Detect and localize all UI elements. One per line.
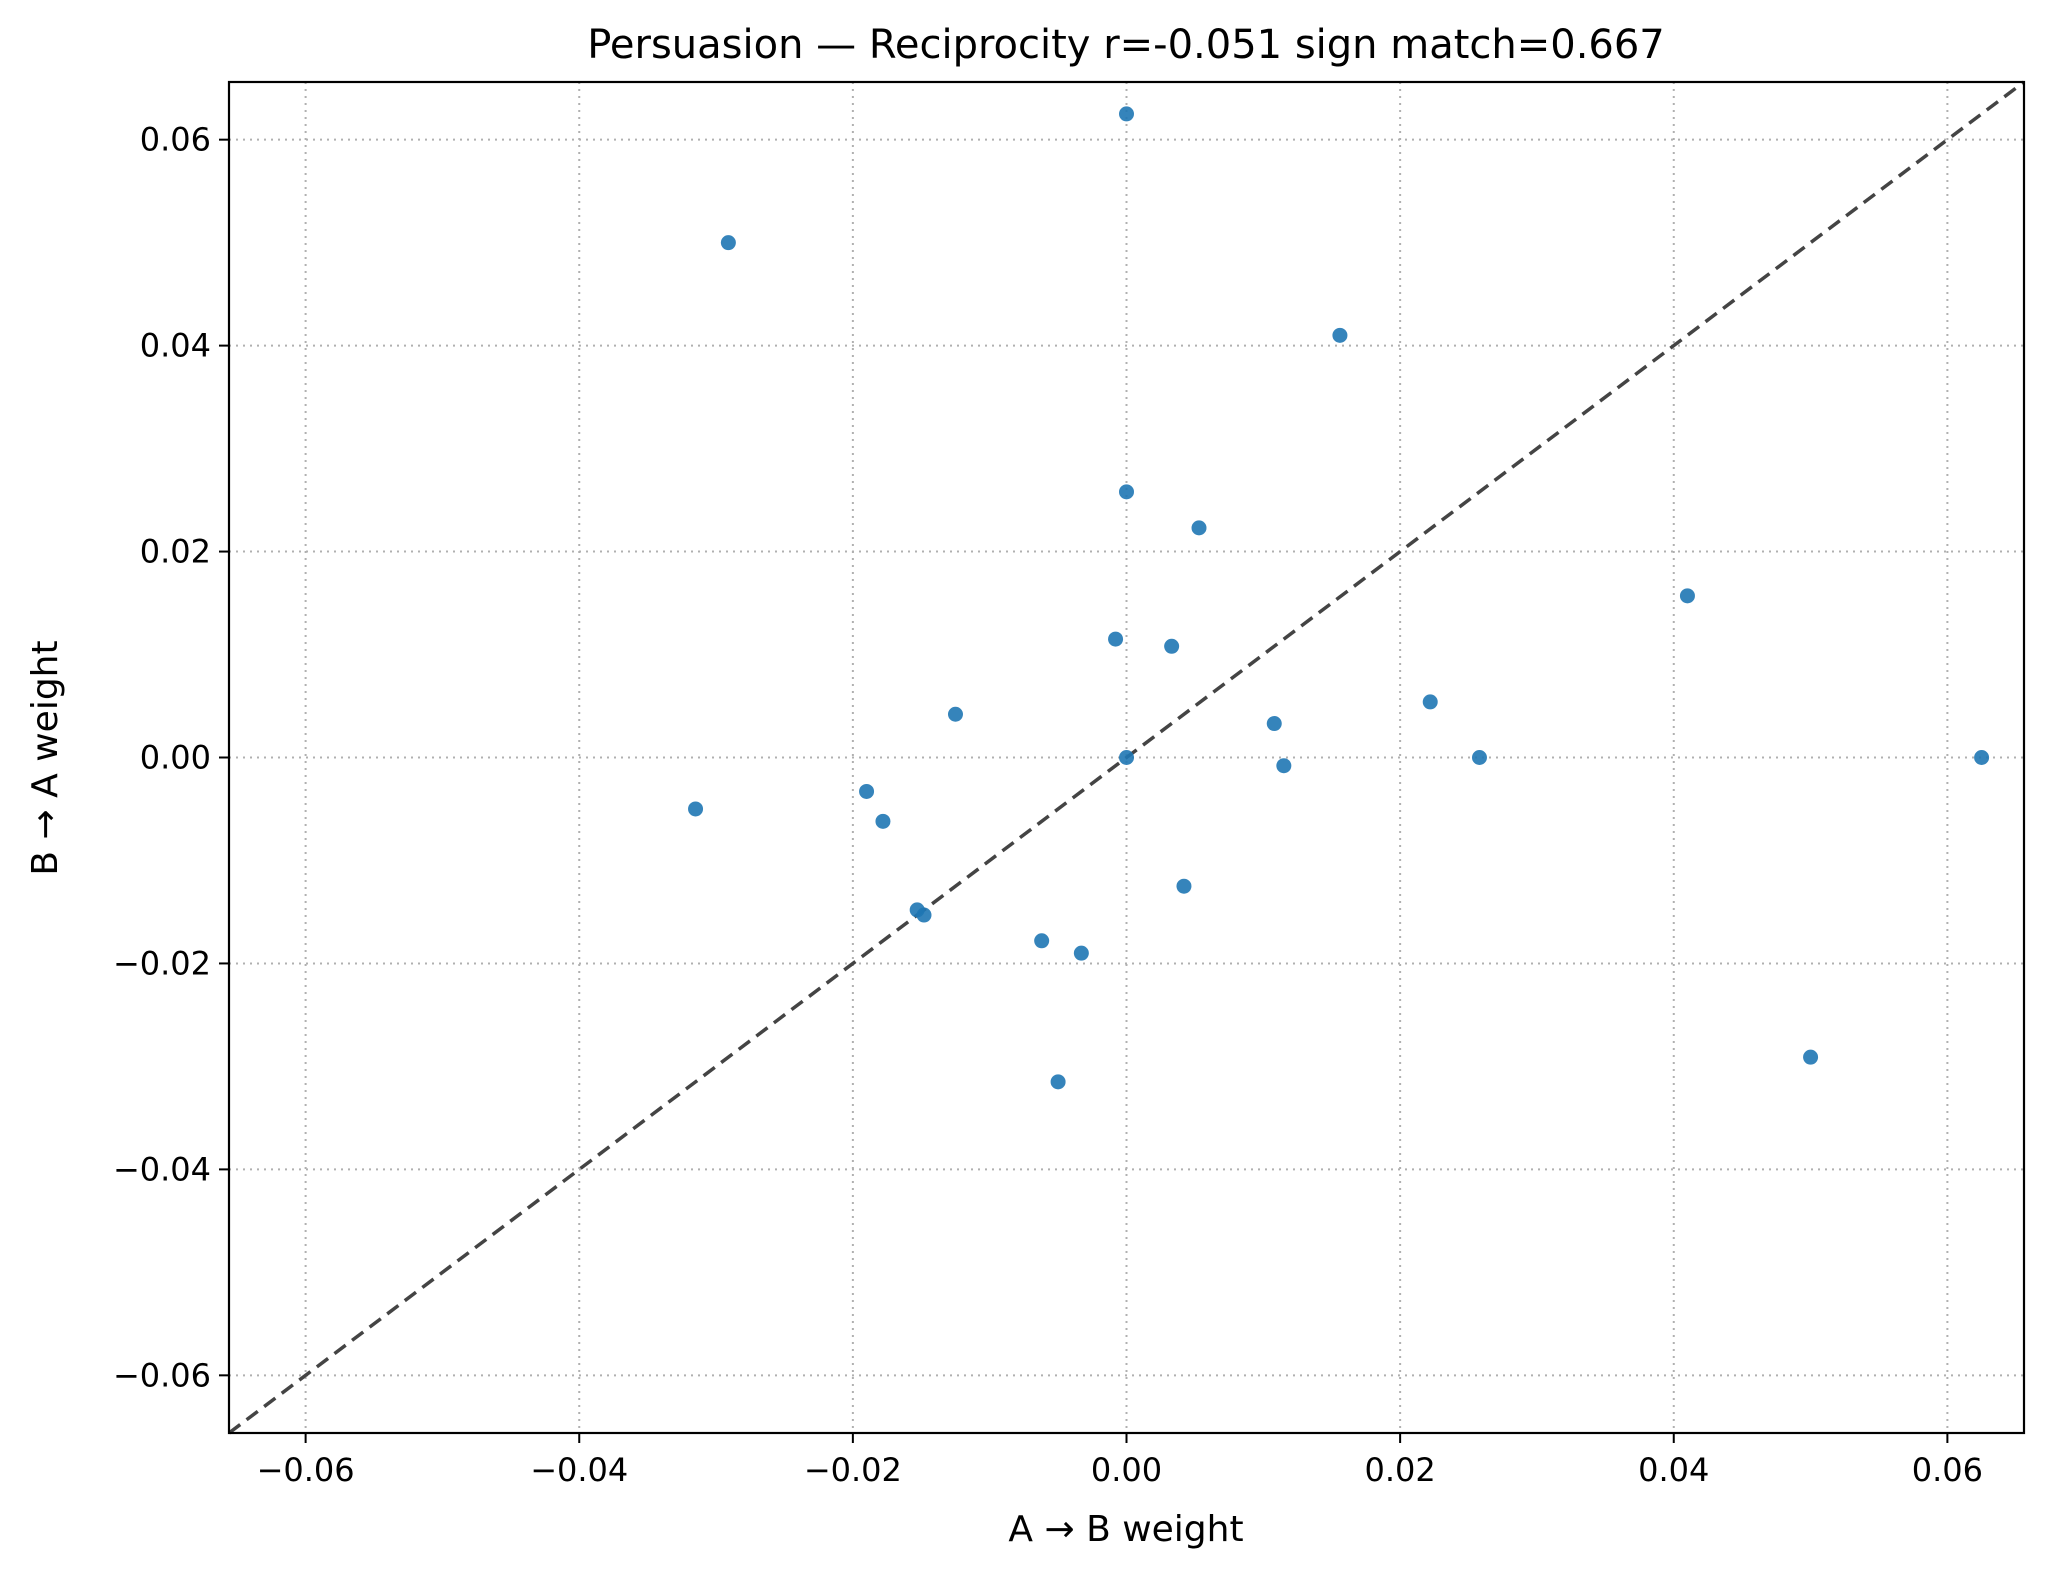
data-point [947,706,963,722]
data-point [1164,638,1180,654]
data-point [1974,750,1990,765]
x-axis-label: A → B weight [1008,1509,1243,1550]
data-point [1073,945,1089,961]
data-point [859,783,875,799]
y-tick-label: 0.06 [140,121,211,159]
data-point [1679,588,1695,604]
data-point [1050,1074,1066,1090]
y-tick-label: −0.06 [113,1356,211,1394]
data-point [1266,716,1282,732]
data-point [1034,933,1050,949]
data-point [1803,1049,1819,1065]
y-tick-label: 0.04 [140,327,211,365]
x-tick-label: 0.04 [1638,1451,1709,1489]
data-point [875,813,891,829]
data-point [1471,750,1487,765]
data-point [1108,631,1124,647]
x-tick-label: −0.04 [530,1451,628,1489]
y-tick-label: −0.04 [113,1150,211,1188]
x-tick-label: 0.06 [1912,1451,1983,1489]
chart-title: Persuasion — Reciprocity r=-0.051 sign m… [587,22,1665,68]
x-tick-label: −0.06 [257,1451,355,1489]
data-point [1176,878,1192,894]
data-point [688,801,704,817]
grid-lines [229,82,2024,1433]
data-point [1422,694,1438,710]
y-tick-label: −0.02 [113,944,211,982]
y-tick-label: 0.02 [140,533,211,571]
data-point [1119,484,1134,500]
y-axis-label: B → A weight [25,640,66,875]
data-point [1276,758,1292,774]
axis-ticks: −0.06 −0.04 −0.02 0.00 0.02 0.04 0.06 −0.06 −0.0… [113,121,1983,1489]
data-point [1191,520,1207,536]
data-point [1119,106,1134,122]
data-point [1119,750,1134,765]
data-points [688,106,1990,1090]
x-tick-label: 0.00 [1091,1451,1162,1489]
x-tick-label: 0.02 [1365,1451,1436,1489]
data-point [916,907,932,923]
x-tick-label: −0.02 [804,1451,902,1489]
y-tick-label: 0.00 [140,739,211,777]
data-point [720,235,736,251]
data-point [1332,327,1348,343]
